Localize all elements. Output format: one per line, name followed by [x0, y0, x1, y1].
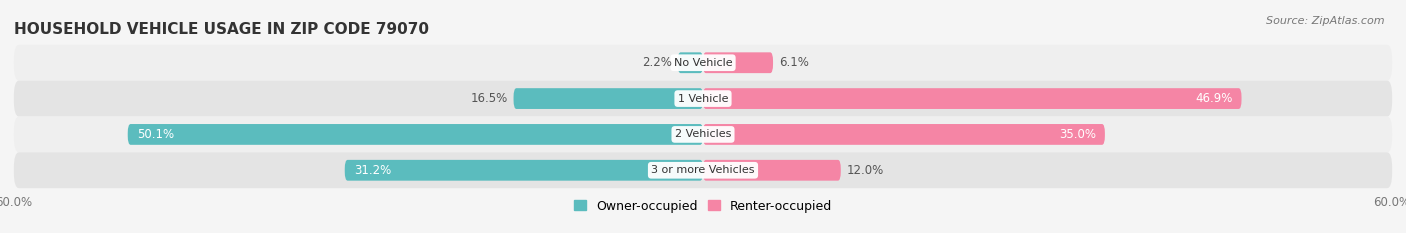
Legend: Owner-occupied, Renter-occupied: Owner-occupied, Renter-occupied: [568, 195, 838, 218]
Text: 2 Vehicles: 2 Vehicles: [675, 129, 731, 139]
Text: 46.9%: 46.9%: [1195, 92, 1232, 105]
FancyBboxPatch shape: [703, 52, 773, 73]
FancyBboxPatch shape: [344, 160, 703, 181]
FancyBboxPatch shape: [14, 152, 1392, 188]
Text: 50.1%: 50.1%: [136, 128, 174, 141]
FancyBboxPatch shape: [513, 88, 703, 109]
Text: 35.0%: 35.0%: [1059, 128, 1095, 141]
Text: 12.0%: 12.0%: [846, 164, 884, 177]
FancyBboxPatch shape: [703, 160, 841, 181]
Text: 3 or more Vehicles: 3 or more Vehicles: [651, 165, 755, 175]
FancyBboxPatch shape: [128, 124, 703, 145]
Text: 16.5%: 16.5%: [471, 92, 508, 105]
FancyBboxPatch shape: [703, 88, 1241, 109]
Text: No Vehicle: No Vehicle: [673, 58, 733, 68]
FancyBboxPatch shape: [14, 45, 1392, 81]
FancyBboxPatch shape: [678, 52, 703, 73]
Text: 6.1%: 6.1%: [779, 56, 808, 69]
Text: HOUSEHOLD VEHICLE USAGE IN ZIP CODE 79070: HOUSEHOLD VEHICLE USAGE IN ZIP CODE 7907…: [14, 22, 429, 37]
Text: 1 Vehicle: 1 Vehicle: [678, 94, 728, 104]
FancyBboxPatch shape: [14, 81, 1392, 116]
FancyBboxPatch shape: [703, 124, 1105, 145]
Text: 31.2%: 31.2%: [354, 164, 391, 177]
Text: 2.2%: 2.2%: [643, 56, 672, 69]
FancyBboxPatch shape: [14, 116, 1392, 152]
Text: Source: ZipAtlas.com: Source: ZipAtlas.com: [1267, 16, 1385, 26]
